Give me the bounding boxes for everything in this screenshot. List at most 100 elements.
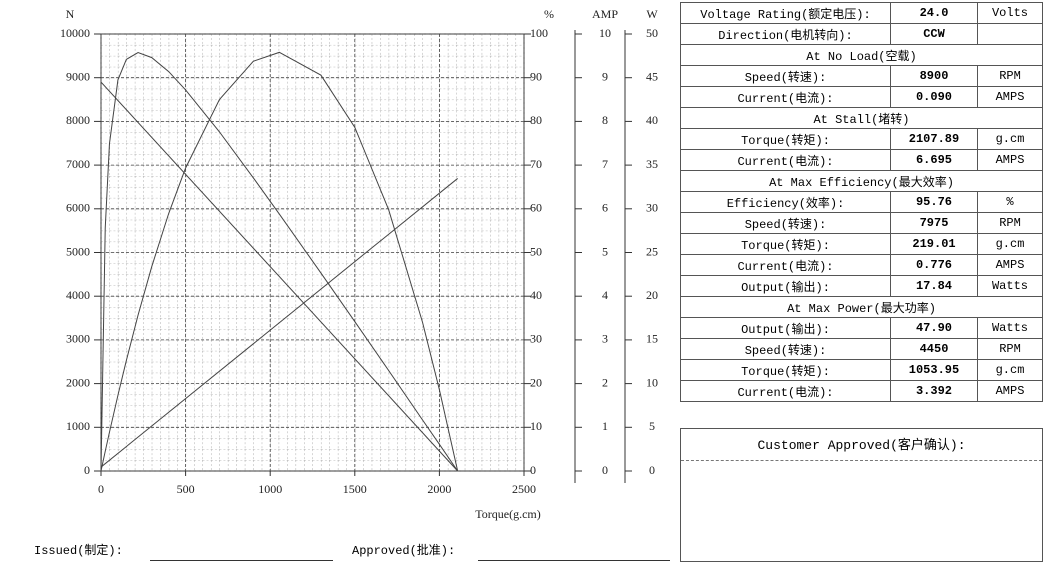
curve bbox=[100, 178, 458, 468]
section-header: At Max Power(最大功率) bbox=[680, 296, 1043, 318]
curve bbox=[100, 51, 459, 472]
table-row: Current(电流): 0.090 AMPS bbox=[680, 86, 1043, 108]
label-cell: Voltage Rating(额定电压): bbox=[680, 2, 891, 24]
unit-cell: RPM bbox=[977, 212, 1043, 234]
table-row: Speed(转速): 8900 RPM bbox=[680, 65, 1043, 87]
y3-axis-title: AMP bbox=[592, 7, 618, 21]
value-cell: 0.090 bbox=[890, 86, 978, 108]
y4-axis-title: W bbox=[646, 7, 658, 21]
y-tick-label: 7000 bbox=[66, 157, 90, 171]
table-row: Efficiency(效率): 95.76% bbox=[680, 191, 1043, 213]
section-header: At Stall(堵转) bbox=[680, 107, 1043, 129]
issued-label: Issued(制定): bbox=[34, 544, 123, 558]
y3-tick-label: 9 bbox=[602, 69, 608, 83]
y-tick-label: 0 bbox=[84, 463, 90, 477]
value-cell: 3.392 bbox=[890, 380, 978, 402]
label-cell: Torque(转矩): bbox=[680, 128, 891, 150]
y4-tick-label: 0 bbox=[649, 463, 655, 477]
y2-tick-label: 100 bbox=[530, 26, 548, 40]
y2-tick-label: 50 bbox=[530, 244, 542, 258]
unit-cell: AMPS bbox=[977, 380, 1043, 402]
label-cell: Direction(电机转向): bbox=[680, 23, 891, 45]
value-cell: 6.695 bbox=[890, 149, 978, 171]
y2-tick-label: 30 bbox=[530, 332, 542, 346]
y-tick-label: 9000 bbox=[66, 69, 90, 83]
y3-tick-label: 1 bbox=[602, 419, 608, 433]
y2-tick-label: 10 bbox=[530, 419, 542, 433]
x-tick-label: 2000 bbox=[427, 482, 451, 496]
unit-cell: g.cm bbox=[977, 233, 1043, 255]
y3-tick-label: 2 bbox=[602, 375, 608, 389]
y3-tick-label: 8 bbox=[602, 113, 608, 127]
unit-cell: Watts bbox=[977, 317, 1043, 339]
unit-cell: RPM bbox=[977, 65, 1043, 87]
label-cell: Current(电流): bbox=[680, 254, 891, 276]
x-tick-label: 2500 bbox=[512, 482, 536, 496]
y3-tick-label: 5 bbox=[602, 244, 608, 258]
table-row: Torque(转矩): 2107.89 g.cm bbox=[680, 128, 1043, 150]
y3-tick-label: 3 bbox=[602, 332, 608, 346]
unit-cell: g.cm bbox=[977, 128, 1043, 150]
approved-line bbox=[478, 560, 670, 561]
value-cell: 24.0 bbox=[890, 2, 978, 24]
table-row: At Stall(堵转) bbox=[680, 107, 1043, 129]
curve bbox=[100, 81, 459, 472]
table-row: At Max Power(最大功率) bbox=[680, 296, 1043, 318]
table-row: Direction(电机转向): CCW bbox=[680, 23, 1043, 45]
y-tick-label: 4000 bbox=[66, 288, 90, 302]
y4-tick-label: 5 bbox=[649, 419, 655, 433]
customer-title: Customer Approved(客户确认): bbox=[681, 429, 1042, 461]
value-cell: 1053.95 bbox=[890, 359, 978, 381]
y4-tick-label: 10 bbox=[646, 375, 658, 389]
y2-tick-label: 60 bbox=[530, 201, 542, 215]
value-cell: CCW bbox=[890, 23, 978, 45]
unit-cell: AMPS bbox=[977, 86, 1043, 108]
y3-tick-label: 7 bbox=[602, 157, 608, 171]
label-cell: Speed(转速): bbox=[680, 338, 891, 360]
chart: N % AMP W Torque(g.cm) 0 500 1000 1500 2000 2… bbox=[60, 7, 658, 521]
y-axis-title: N bbox=[66, 7, 75, 21]
value-cell: 4450 bbox=[890, 338, 978, 360]
label-cell: Speed(转速): bbox=[680, 212, 891, 234]
table-row: Torque(转矩): 219.01 g.cm bbox=[680, 233, 1043, 255]
y3-tick-label: 0 bbox=[602, 463, 608, 477]
y4-tick-label: 45 bbox=[646, 69, 658, 83]
label-cell: Efficiency(效率): bbox=[680, 191, 891, 213]
y2-tick-label: 90 bbox=[530, 69, 542, 83]
label-cell: Torque(转矩): bbox=[680, 233, 891, 255]
label-cell: Current(电流): bbox=[680, 380, 891, 402]
y-tick-label: 2000 bbox=[66, 375, 90, 389]
y2-tick-label: 40 bbox=[530, 288, 542, 302]
table-row: Current(电流): 0.776 AMPS bbox=[680, 254, 1043, 276]
unit-cell: AMPS bbox=[977, 149, 1043, 171]
y-tick-label: 3000 bbox=[66, 332, 90, 346]
y-tick-label: 6000 bbox=[66, 201, 90, 215]
table-row: Speed(转速): 7975 RPM bbox=[680, 212, 1043, 234]
unit-cell bbox=[977, 23, 1043, 45]
section-header: At No Load(空载) bbox=[680, 44, 1043, 66]
unit-cell: RPM bbox=[977, 338, 1043, 360]
issued-line bbox=[150, 560, 333, 561]
y3-tick-label: 10 bbox=[599, 26, 611, 40]
x-tick-label: 0 bbox=[98, 482, 104, 496]
unit-cell: Volts bbox=[977, 2, 1043, 24]
unit-cell: % bbox=[977, 191, 1043, 213]
y2-tick-label: 80 bbox=[530, 113, 542, 127]
y4-tick-label: 30 bbox=[646, 201, 658, 215]
table-row: Speed(转速): 4450 RPM bbox=[680, 338, 1043, 360]
table-row: Voltage Rating(额定电压): 24.0 Volts bbox=[680, 2, 1043, 24]
value-cell: 0.776 bbox=[890, 254, 978, 276]
x-axis-title: Torque(g.cm) bbox=[475, 507, 540, 521]
y-tick-label: 10000 bbox=[60, 26, 90, 40]
y4-tick-label: 20 bbox=[646, 288, 658, 302]
y2-tick-label: 70 bbox=[530, 157, 542, 171]
value-cell: 2107.89 bbox=[890, 128, 978, 150]
unit-cell: Watts bbox=[977, 275, 1043, 297]
approved-label: Approved(批准): bbox=[352, 544, 456, 558]
spec-table: Voltage Rating(额定电压): 24.0 Volts Direction(… bbox=[680, 2, 1043, 402]
label-cell: Speed(转速): bbox=[680, 65, 891, 87]
y-tick-label: 1000 bbox=[66, 419, 90, 433]
label-cell: Output(输出): bbox=[680, 275, 891, 297]
section-header: At Max Efficiency(最大效率) bbox=[680, 170, 1043, 192]
